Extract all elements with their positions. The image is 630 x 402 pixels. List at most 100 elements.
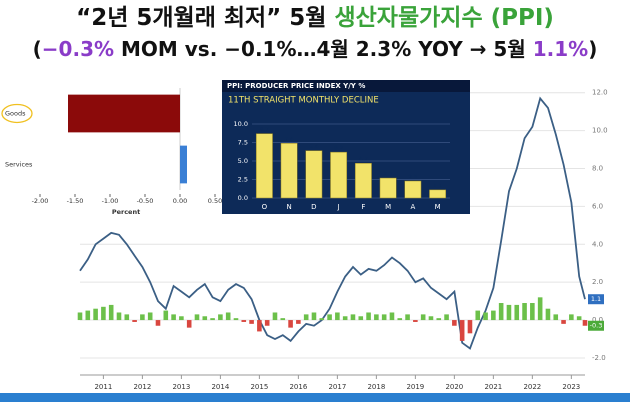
x-tick-label: 2012 <box>133 383 151 391</box>
footer-band <box>0 393 630 402</box>
mom-bar <box>514 304 520 321</box>
tv-subtitle: 11TH STRAIGHT MONTHLY DECLINE <box>228 96 379 106</box>
mom-bar <box>194 314 200 321</box>
mom-bar <box>179 316 184 321</box>
x-tick-label: A <box>410 203 415 211</box>
mom-bar <box>288 320 293 328</box>
x-tick-label: 2016 <box>289 383 307 391</box>
x-tick-label: 2021 <box>484 383 502 391</box>
end-label: 1.1 <box>591 295 601 303</box>
mom-bar <box>311 312 317 321</box>
x-tick-label: 2013 <box>172 383 190 391</box>
mom-bar <box>108 304 114 321</box>
mom-bar <box>475 310 481 321</box>
mom-bar <box>335 312 340 321</box>
highlight-circle <box>1 103 33 124</box>
title-segment: ( <box>33 37 42 61</box>
mom-bar <box>569 314 574 321</box>
bar <box>354 162 372 199</box>
mom-bar <box>545 308 551 321</box>
end-label-box <box>588 294 604 305</box>
yoy-line <box>79 96 586 350</box>
mom-bar <box>436 318 442 321</box>
x-tick-label: 0.50 <box>208 197 222 205</box>
title-segment: −0.3% <box>42 37 114 61</box>
mom-bar <box>147 312 153 321</box>
mom-bar <box>582 320 588 326</box>
y-tick-label: 4.0 <box>592 240 603 248</box>
tv-title: PPI: PRODUCER PRICE INDEX Y/Y % <box>227 82 365 90</box>
mom-bar <box>459 320 465 341</box>
value-label: 7.4 <box>285 137 294 143</box>
x-tick-label: 2018 <box>367 383 385 391</box>
y-tick-label: -2.0 <box>592 354 606 362</box>
title-segment: ) <box>588 37 597 61</box>
mom-bar <box>140 314 145 321</box>
end-label-box <box>588 320 604 331</box>
mom-bar <box>93 308 98 321</box>
mom-bar <box>319 318 325 321</box>
mom-bar <box>233 318 239 321</box>
tv-chart: PPI: PRODUCER PRICE INDEX Y/Y % 11TH STRA… <box>222 80 470 214</box>
y-tick-label: 5.0 <box>238 157 248 165</box>
mom-bar <box>553 314 559 321</box>
mom-bar <box>241 320 247 322</box>
bar <box>255 133 273 199</box>
y-tick-label: 6.0 <box>592 202 603 210</box>
mom-bar <box>218 314 223 321</box>
components-chart: -2.00 -1.50 -1.00 -0.50 0.00 0.50 Goods Service… <box>0 84 222 218</box>
y-tick-label: 2.5 <box>238 176 248 184</box>
mom-bar <box>483 312 488 321</box>
value-label: 6.4 <box>309 144 318 150</box>
mom-bar <box>101 306 106 321</box>
mom-bar <box>163 310 169 321</box>
mom-bar <box>491 310 496 321</box>
x-tick-label: 2011 <box>94 383 112 391</box>
mom-bar <box>444 314 449 321</box>
title-segment: 생산자물가지수 (PPI) <box>334 5 553 31</box>
category-label: Goods <box>5 110 26 118</box>
mom-bar <box>420 314 426 321</box>
bar <box>280 142 298 199</box>
y-tick-label: 12.0 <box>592 89 608 97</box>
mom-bar <box>171 314 176 321</box>
x-tick-label: M <box>435 203 441 211</box>
mom-bar <box>116 312 122 321</box>
mom-bar <box>374 314 379 321</box>
x-tick-label: -2.00 <box>32 197 49 205</box>
x-tick-label: F <box>361 203 365 211</box>
mom-bar <box>225 312 231 321</box>
mom-bar <box>358 316 364 321</box>
y-tick-label: 8.0 <box>592 165 603 173</box>
mom-bar <box>350 314 356 321</box>
mom-bar <box>77 312 83 321</box>
mom-bar <box>342 316 348 321</box>
bar <box>404 180 422 199</box>
mom-bar <box>366 312 371 321</box>
bar <box>379 177 397 199</box>
title-line: (−0.3% MOM vs. −0.1%…4월 2.3% YOY → 5월 1.… <box>33 37 598 61</box>
category-label: Services <box>5 161 33 169</box>
x-tick-label: 2014 <box>211 383 229 391</box>
value-label: 4.7 <box>359 157 368 163</box>
mom-bar <box>389 312 395 321</box>
value-label: 2.7 <box>384 172 393 178</box>
x-tick-label: 0.00 <box>173 197 187 205</box>
bar <box>305 150 323 199</box>
y-tick-label: 10.0 <box>592 127 608 135</box>
bar <box>180 145 187 184</box>
x-tick-label: 2019 <box>406 383 424 391</box>
bar <box>330 151 348 199</box>
value-label: 1.1 <box>433 183 442 189</box>
x-tick-label: O <box>262 203 268 211</box>
mom-bar <box>155 320 161 326</box>
x-tick-label: D <box>311 203 316 211</box>
value-label: 8.7 <box>260 127 269 133</box>
mom-bar <box>522 303 527 321</box>
y-tick-label: 7.5 <box>238 139 248 147</box>
mom-bar <box>381 314 387 321</box>
title-segment: MOM vs. −0.1%…4월 2.3% YOY → 5월 <box>114 37 533 61</box>
x-tick-label: N <box>287 203 292 211</box>
end-label: -0.3 <box>590 322 603 330</box>
